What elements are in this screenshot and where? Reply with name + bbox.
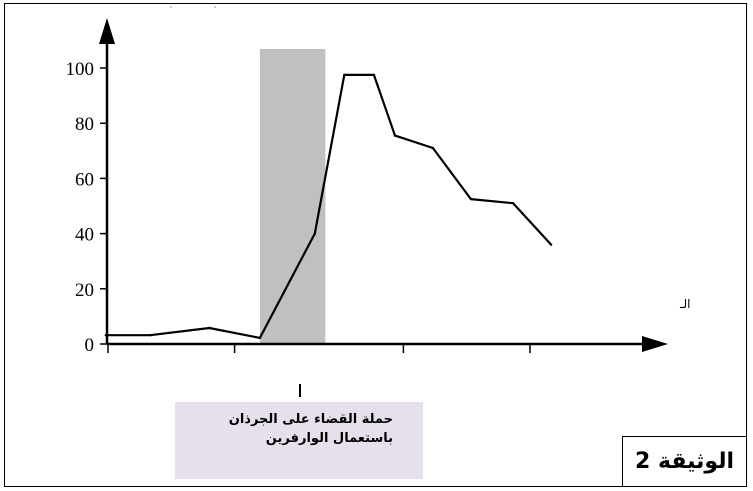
figure-frame: [4, 3, 747, 487]
y-tick-label: 40: [75, 225, 94, 246]
data-point: [149, 333, 152, 337]
series-points: [104, 73, 553, 340]
top-text-fragment: ' ': [170, 5, 237, 13]
y-tick-label: 80: [75, 114, 94, 135]
x-axis-arrow: [642, 336, 668, 352]
y-axis-arrow: [99, 18, 115, 44]
data-point: [511, 202, 515, 205]
y-tick-label: 20: [75, 280, 94, 301]
series-line: [105, 73, 552, 339]
data-point: [372, 73, 376, 77]
document-label: الوثيقة 2: [622, 436, 747, 487]
data-point: [393, 134, 397, 137]
data-point: [431, 146, 435, 150]
data-point: [313, 232, 316, 235]
data-point: [343, 73, 346, 77]
axis-label-fragment: الـ: [680, 297, 691, 311]
data-point: [549, 243, 553, 246]
shaded-period: [259, 49, 326, 344]
annotation-box: حملة القضاء على الجرذان باستعمال الوارفر…: [175, 402, 423, 479]
y-axis-ticks: 0 20 40 60 80 100: [66, 59, 107, 356]
y-tick-label: 0: [85, 335, 95, 356]
data-point: [469, 197, 473, 201]
annotation-line-2: باستعمال الوارفرين: [265, 431, 393, 446]
x-axis-ticks: [107, 344, 531, 353]
data-point: [258, 336, 262, 340]
y-tick-label: 100: [66, 59, 95, 80]
annotation-line-1: حملة القضاء على الجرذان: [228, 412, 393, 427]
data-point: [208, 326, 211, 330]
y-tick-label: 60: [75, 169, 94, 190]
data-point: [104, 333, 108, 337]
